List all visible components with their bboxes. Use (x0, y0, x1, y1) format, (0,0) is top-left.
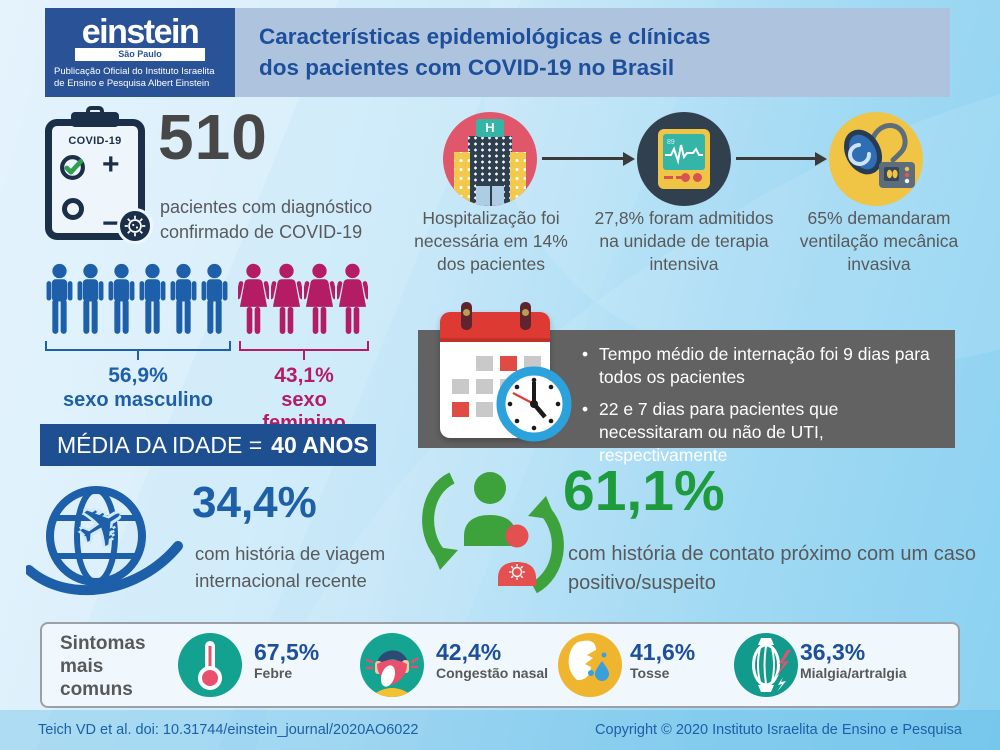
logo-wordmark: einstein (81, 13, 200, 51)
fever-stat: 67,5% Febre (254, 639, 319, 681)
hospital-sign: H (476, 119, 504, 137)
cough-percentage: 41,6% (630, 639, 696, 665)
plus-sign: + (102, 148, 120, 181)
female-figure-icon (337, 263, 368, 334)
fever-label: Febre (254, 665, 293, 681)
myalgia-stat: 36,3% Mialgia/artralgia (800, 639, 962, 681)
male-figure-icon (46, 263, 73, 334)
monitor-dot (681, 173, 690, 182)
title-band: Características epidemiológicas e clínic… (235, 8, 950, 97)
calendar-peg (461, 302, 472, 330)
hospital-icon: H (443, 112, 537, 206)
clock-icon (494, 364, 574, 449)
minus-sign: − (102, 207, 120, 240)
symptoms-panel: Sintomas mais comuns 67,5% Febre (40, 622, 960, 708)
einstein-logo: einstein São Paulo Publicação Oficial do… (45, 8, 235, 97)
footer: Teich VD et al. doi: 10.31744/einstein_j… (0, 710, 1000, 750)
stay-bullet-1: Tempo médio de internação foi 9 dias par… (582, 343, 942, 389)
monitor-dot (693, 173, 702, 182)
globe-travel-icon: ✈ (24, 474, 191, 619)
monitor-screen: 89 (663, 134, 705, 170)
fever-thermometer-icon (178, 633, 242, 697)
circle-icon (62, 198, 84, 220)
age-value: 40 ANOS (271, 431, 369, 458)
logo-region: São Paulo (75, 48, 205, 61)
contact-description: com história de contato próximo com um c… (568, 543, 976, 594)
logo-subtitle: Publicação Oficial do Instituto Israelit… (54, 66, 215, 89)
female-percentage: 43,1% (274, 364, 334, 387)
male-figure-icon (201, 263, 228, 334)
male-label: sexo masculino (62, 389, 214, 411)
female-figure-icon (271, 263, 302, 334)
age-label: MÉDIA DA IDADE = (57, 431, 263, 458)
citation: Teich VD et al. doi: 10.31744/einstein_j… (38, 722, 419, 738)
myalgia-icon (734, 633, 798, 697)
monitor-dash (676, 176, 685, 179)
flow-arrow (736, 152, 827, 165)
close-contact-icon (418, 460, 568, 610)
nasal-congestion-label: Congestão nasal (436, 665, 549, 681)
nasal-congestion-percentage: 42,4% (436, 639, 502, 665)
female-bracket (239, 341, 369, 360)
male-percentage: 56,9% (108, 364, 168, 387)
male-stat: 56,9% sexo masculino (45, 364, 231, 412)
travel-description: com história de viagem internacional rec… (195, 543, 386, 591)
clipboard-clip (71, 112, 119, 127)
male-figure-icon (170, 263, 197, 334)
nasal-congestion-stat: 42,4% Congestão nasal (436, 639, 548, 681)
patient-count-description: pacientes com diagnóstico confirmado de … (160, 197, 373, 242)
calendar-peg (520, 302, 531, 330)
virus-icon (117, 208, 153, 244)
male-figure-icon (139, 263, 166, 334)
cough-label: Tosse (630, 665, 670, 681)
page-title-line1: Características epidemiológicas e clínic… (259, 24, 711, 49)
travel-percentage: 34,4% (192, 478, 317, 527)
male-figure-icon (108, 263, 135, 334)
male-bracket (45, 341, 231, 360)
icu-monitor-icon: 89 (637, 112, 731, 206)
male-figure-icon (77, 263, 104, 334)
myalgia-label: Mialgia/artralgia (800, 665, 907, 681)
mean-age-bar: MÉDIA DA IDADE = 40 ANOS (40, 424, 376, 466)
female-figures (238, 262, 368, 340)
myalgia-percentage: 36,3% (800, 639, 866, 665)
stay-bullet-2: 22 e 7 dias para pacientes que necessita… (582, 398, 942, 467)
fever-percentage: 67,5% (254, 639, 320, 665)
ventilator-icon (829, 112, 923, 206)
female-figure-icon (238, 263, 269, 334)
hospitalization-caption: Hospitalização foi necessária em 14% dos… (414, 208, 568, 274)
ventilation-caption: 65% demandaram ventilação mecânica invas… (799, 208, 959, 274)
cough-stat: 41,6% Tosse (630, 639, 695, 681)
calendar-clock-icon (440, 302, 572, 448)
calendar-header (440, 312, 550, 342)
patient-count: 510 (158, 101, 268, 173)
symptoms-title: Sintomas mais comuns (60, 633, 146, 700)
page-title: Características epidemiológicas e clínic… (259, 21, 710, 83)
clipboard-label: COVID-19 (68, 135, 122, 147)
hospital-wing-right (510, 152, 526, 206)
monitor-dash (664, 176, 673, 179)
male-figures (45, 262, 229, 340)
female-figure-icon (304, 263, 335, 334)
check-icon (59, 154, 86, 186)
nasal-congestion-icon (360, 633, 424, 697)
contact-percentage: 61,1% (563, 459, 725, 523)
page-title-line2: dos pacientes com COVID-19 no Brasil (259, 55, 675, 80)
hospital-wing-left (454, 152, 470, 206)
hospital-door (476, 184, 504, 206)
cough-icon (558, 633, 622, 697)
icu-caption: 27,8% foram admitidos na unidade de tera… (594, 208, 774, 274)
covid-clipboard-icon: COVID-19 + − (45, 106, 153, 244)
copyright: Copyright © 2020 Instituto Israelita de … (595, 722, 962, 738)
flow-arrow (542, 152, 635, 165)
stay-bullets: Tempo médio de internação foi 9 dias par… (582, 343, 942, 467)
monitor-body: 89 (658, 129, 710, 189)
monitor-reading: 89 (667, 139, 675, 146)
